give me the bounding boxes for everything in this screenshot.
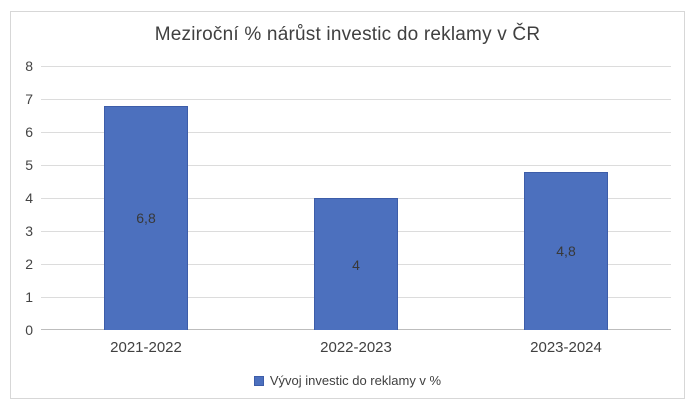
y-tick-label: 4	[25, 190, 33, 206]
bar-data-label: 6,8	[136, 210, 156, 227]
y-tick-label: 2	[25, 256, 33, 272]
y-axis: 0 1 2 3 4 5 6 7 8	[11, 59, 33, 337]
y-tick-label: 5	[25, 157, 33, 173]
x-tick-label: 2022-2023	[320, 339, 392, 356]
y-tick-label: 6	[25, 124, 33, 140]
y-tick-label: 1	[25, 289, 33, 305]
bar-data-label: 4,8	[556, 243, 576, 260]
chart-frame: Meziroční % nárůst investic do reklamy v…	[10, 11, 685, 399]
plot-area: 6,8 4 4,8	[41, 66, 671, 330]
y-tick-label: 8	[25, 58, 33, 74]
chart-title: Meziroční % nárůst investic do reklamy v…	[154, 24, 541, 45]
bar-data-label: 4	[352, 256, 360, 273]
y-gridline	[41, 66, 671, 67]
y-gridline	[41, 99, 671, 100]
bar-2023-2024[interactable]: 4,8	[524, 171, 608, 330]
legend-marker-square	[253, 375, 264, 386]
legend: Vývoj investic do reklamy v %	[11, 373, 684, 388]
y-tick-label: 0	[25, 322, 33, 338]
bar-2022-2023[interactable]: 4	[314, 198, 398, 330]
legend-label: Vývoj investic do reklamy v %	[269, 373, 442, 388]
bar-2021-2022[interactable]: 6,8	[104, 105, 188, 330]
x-tick-label: 2021-2022	[110, 339, 182, 356]
x-axis: 2021-2022 2022-2023 2023-2024	[41, 339, 671, 357]
x-tick-label: 2023-2024	[530, 339, 602, 356]
y-gridline	[41, 132, 671, 133]
y-tick-label: 7	[25, 91, 33, 107]
y-gridline	[41, 165, 671, 166]
y-tick-label: 3	[25, 223, 33, 239]
